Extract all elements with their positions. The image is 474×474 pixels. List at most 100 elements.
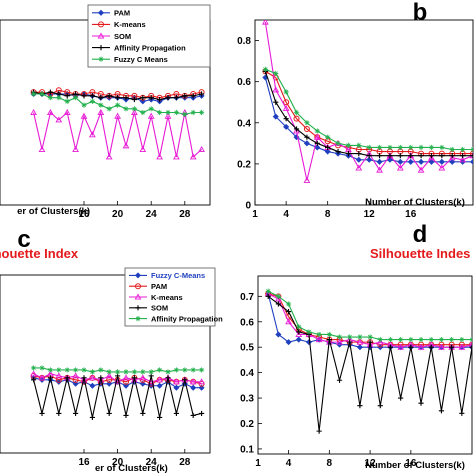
- data-point: [262, 66, 268, 72]
- data-point: [438, 408, 445, 414]
- data-point: [173, 95, 179, 101]
- data-point: [285, 339, 292, 346]
- data-point: [469, 158, 473, 165]
- data-point: [157, 414, 163, 420]
- data-point: [156, 376, 163, 383]
- data-point: [73, 410, 79, 417]
- y-tick-label: 0.8: [237, 36, 251, 47]
- legend: PAM K-means SOM Affinity Propagation Fuzzy C…: [87, 4, 211, 68]
- data-point: [182, 111, 188, 117]
- panel-b: 1 4 8 12 16 0 0.2 0.4 0.6 0.8 Number of Clusters(k…: [237, 0, 474, 220]
- legend-marker: [98, 21, 104, 28]
- data-point: [428, 344, 434, 350]
- data-point: [398, 336, 404, 343]
- x-tick-label: 24: [146, 457, 158, 468]
- data-point: [356, 151, 362, 157]
- data-point: [72, 145, 79, 153]
- data-point: [272, 86, 280, 93]
- data-point: [438, 164, 446, 171]
- panel-letter: d: [413, 221, 428, 248]
- data-point: [81, 102, 87, 108]
- data-point: [367, 339, 373, 345]
- data-point: [336, 334, 343, 340]
- data-point: [468, 341, 472, 348]
- data-point: [295, 336, 302, 343]
- data-point: [293, 109, 300, 116]
- y-tick-label: 0.7: [240, 292, 254, 303]
- data-point: [56, 95, 62, 101]
- y-tick-label: 0.5: [240, 343, 254, 354]
- data-point: [418, 158, 425, 165]
- data-point: [387, 153, 393, 159]
- data-point: [293, 126, 300, 132]
- data-point: [55, 116, 63, 123]
- data-point: [439, 153, 445, 159]
- data-point: [148, 106, 154, 112]
- data-point: [173, 410, 179, 417]
- data-point: [303, 176, 311, 183]
- data-point: [285, 309, 292, 315]
- legend-marker: [97, 9, 105, 16]
- data-point: [189, 153, 197, 160]
- data-point: [131, 96, 137, 103]
- data-point: [89, 98, 95, 104]
- data-point: [417, 343, 425, 350]
- data-point: [148, 369, 154, 375]
- data-point: [39, 410, 45, 417]
- data-point: [418, 400, 424, 406]
- data-point: [73, 367, 79, 373]
- data-point: [89, 414, 95, 420]
- data-point: [157, 96, 163, 103]
- data-point: [376, 153, 383, 159]
- data-point: [295, 330, 303, 338]
- data-point: [316, 331, 322, 338]
- panel-title: lhouette Index: [0, 246, 79, 261]
- data-point: [97, 108, 105, 116]
- x-axis-label: er of Clusters(k): [95, 463, 168, 474]
- data-point: [408, 153, 414, 159]
- data-point: [428, 158, 435, 165]
- data-point: [199, 410, 205, 417]
- data-point: [407, 158, 414, 165]
- data-point: [325, 144, 331, 151]
- data-point: [105, 153, 113, 160]
- data-point: [89, 382, 96, 389]
- legend-marker: [134, 293, 142, 300]
- data-point: [64, 367, 70, 373]
- legend-marker: [97, 32, 105, 39]
- data-point: [438, 343, 445, 350]
- data-point: [198, 384, 205, 391]
- data-point: [173, 378, 180, 385]
- data-point: [98, 375, 104, 381]
- legend-marker: [98, 56, 104, 62]
- data-point: [190, 109, 196, 116]
- data-point: [275, 295, 282, 302]
- data-point: [366, 156, 373, 163]
- data-point: [283, 99, 290, 106]
- legend-marker: [134, 272, 142, 279]
- data-point: [165, 95, 171, 101]
- x-tick-label: 28: [179, 457, 191, 468]
- data-point: [469, 336, 472, 343]
- legend-entry: K-means: [114, 20, 146, 29]
- data-point: [438, 336, 445, 343]
- data-point: [139, 98, 146, 105]
- data-point: [428, 336, 434, 343]
- plot-frame: [0, 274, 211, 454]
- data-point: [165, 375, 171, 381]
- data-point: [63, 108, 71, 116]
- data-point: [356, 344, 363, 351]
- data-point: [398, 395, 404, 401]
- x-tick-label: 8: [327, 458, 333, 469]
- data-point: [190, 384, 197, 391]
- data-point: [273, 99, 279, 105]
- data-point: [156, 382, 163, 389]
- x-tick-label: 28: [179, 209, 191, 220]
- series-line-som: [33, 110, 202, 158]
- data-point: [303, 140, 310, 147]
- data-point: [336, 338, 343, 345]
- data-point: [459, 156, 466, 163]
- data-point: [97, 376, 105, 383]
- data-point: [313, 133, 321, 140]
